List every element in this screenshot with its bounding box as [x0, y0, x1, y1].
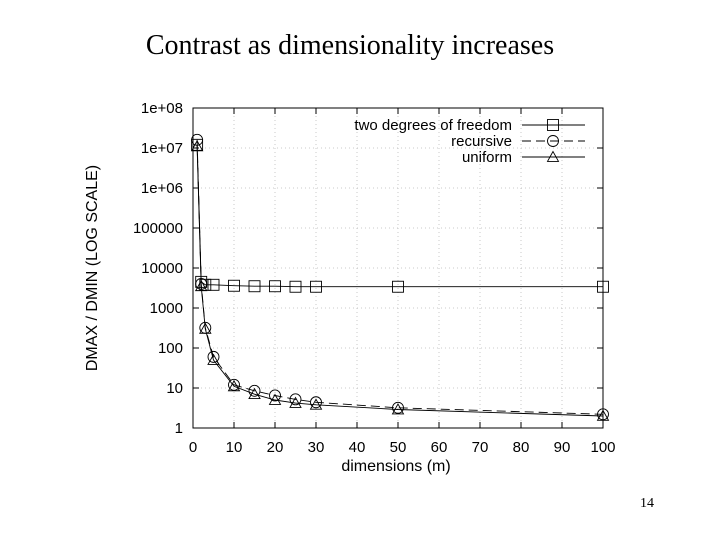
- y-tick-label: 100: [158, 340, 183, 357]
- x-tick-label: 90: [554, 439, 571, 456]
- data-point-circle: [392, 401, 404, 414]
- data-point-triangle: [309, 398, 323, 410]
- x-tick-label: 30: [308, 439, 325, 456]
- x-tick-label: 0: [189, 439, 197, 456]
- slide-title: Contrast as dimensionality increases: [145, 30, 555, 61]
- data-point-triangle: [199, 322, 212, 334]
- data-point-triangle: [207, 353, 220, 365]
- data-point-square: [289, 280, 302, 293]
- data-point-triangle: [190, 139, 204, 152]
- y-axis-label: DMAX / DMIN (LOG SCALE): [84, 165, 101, 371]
- x-tick-label: 60: [431, 439, 448, 456]
- x-axis-label: dimensions (m): [341, 458, 450, 475]
- data-point-circle: [269, 389, 281, 402]
- data-point-circle: [248, 384, 261, 397]
- x-tick-label: 100: [590, 439, 615, 456]
- data-point-square: [228, 279, 240, 292]
- data-point-square: [248, 280, 261, 293]
- y-tick-label: 100000: [133, 220, 183, 237]
- data-point-circle: [207, 350, 220, 363]
- data-point-circle: [195, 277, 208, 290]
- data-point-square: [310, 280, 322, 293]
- x-tick-labels: 0 10 20 30 40 50 60 70 80 90 100: [189, 439, 616, 456]
- series-line-circle: [196, 139, 604, 415]
- grid-lines: [193, 108, 603, 428]
- x-tick-label: 10: [226, 439, 243, 456]
- x-tick-label: 20: [267, 439, 284, 456]
- y-tick-label: 1e+08: [141, 100, 183, 117]
- x-tick-label: 70: [472, 439, 489, 456]
- series-line-square: [196, 144, 603, 288]
- data-point-square: [269, 280, 281, 293]
- legend-marker-circle: [547, 135, 559, 147]
- data-point-circle: [191, 133, 204, 146]
- y-tick-label: 1000: [150, 300, 183, 317]
- legend-label: uniform: [462, 149, 512, 166]
- series-lines: [196, 139, 604, 417]
- data-point-triangle: [227, 379, 241, 392]
- y-tick-label: 10000: [141, 260, 183, 277]
- data-point-circle: [597, 408, 609, 421]
- page-number: 14: [640, 496, 654, 511]
- data-point-triangle: [289, 396, 302, 408]
- data-point-square: [597, 280, 609, 293]
- y-tick-label: 10: [166, 380, 183, 397]
- y-tick-label: 1e+06: [141, 180, 183, 197]
- data-point-square: [392, 280, 404, 293]
- x-tick-label: 40: [349, 439, 366, 456]
- legend-label: two degrees of freedom: [354, 117, 512, 134]
- y-tick-label: 1: [175, 420, 183, 437]
- data-point-circle: [310, 396, 322, 409]
- data-point-triangle: [391, 403, 405, 415]
- data-point-triangle: [268, 393, 282, 405]
- legend-marker-triangle: [546, 150, 560, 162]
- series-markers: [190, 133, 610, 421]
- series-line-triangle: [196, 146, 604, 417]
- y-tick-labels: 1 10 100 1000 10000 100000 1e+06 1e+07 1e+08: [133, 100, 183, 437]
- y-tick-label: 1e+07: [141, 140, 183, 157]
- data-point-triangle: [248, 387, 261, 400]
- legend-label: recursive: [451, 133, 512, 150]
- data-point-triangle: [194, 279, 208, 292]
- data-point-circle: [289, 393, 302, 406]
- x-tick-label: 80: [513, 439, 530, 456]
- x-tick-label: 50: [390, 439, 407, 456]
- legend-marker-square: [547, 119, 559, 131]
- data-point-square: [207, 278, 220, 291]
- data-point-triangle: [596, 409, 610, 421]
